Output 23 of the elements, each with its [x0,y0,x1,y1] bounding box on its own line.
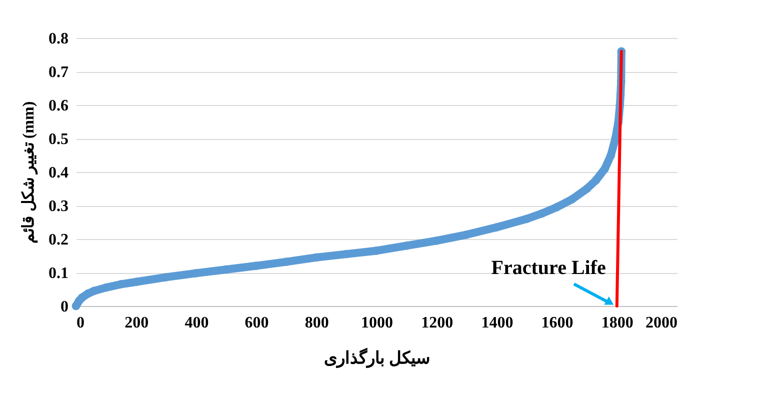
x-tick-label: 400 [184,314,209,332]
x-tick-label: 600 [244,314,269,332]
x-tick-label: 800 [304,314,329,332]
y-tick-label: 0.7 [48,64,68,81]
x-tick-label: 0 [76,314,84,332]
x-tick-label: 1400 [481,314,514,332]
x-axis-title: سیکل بارگذاری [324,348,430,368]
y-tick-label: 0.3 [48,198,68,215]
annotation: Fracture Life [491,257,606,279]
y-tick-label: 0 [60,298,68,316]
y-tick-label: 0.5 [48,131,68,148]
y-tick-label: 0.4 [48,164,68,182]
y-tick-label: 0.6 [48,98,68,114]
y-tick-label: 0.1 [48,265,68,282]
x-tick-label: 1200 [421,314,454,332]
y-tick-label: 0.2 [48,232,68,248]
y-tick-label: 0.8 [48,30,68,48]
x-tick-label: 2000 [646,314,678,332]
x-tick-label: 1000 [361,314,393,332]
x-tick-label: 1600 [541,314,574,332]
x-tick-label: 1800 [601,314,634,332]
x-tick-label: 200 [124,314,149,332]
y-axis-title: تغییر شکل قائم (mm) [20,101,38,244]
